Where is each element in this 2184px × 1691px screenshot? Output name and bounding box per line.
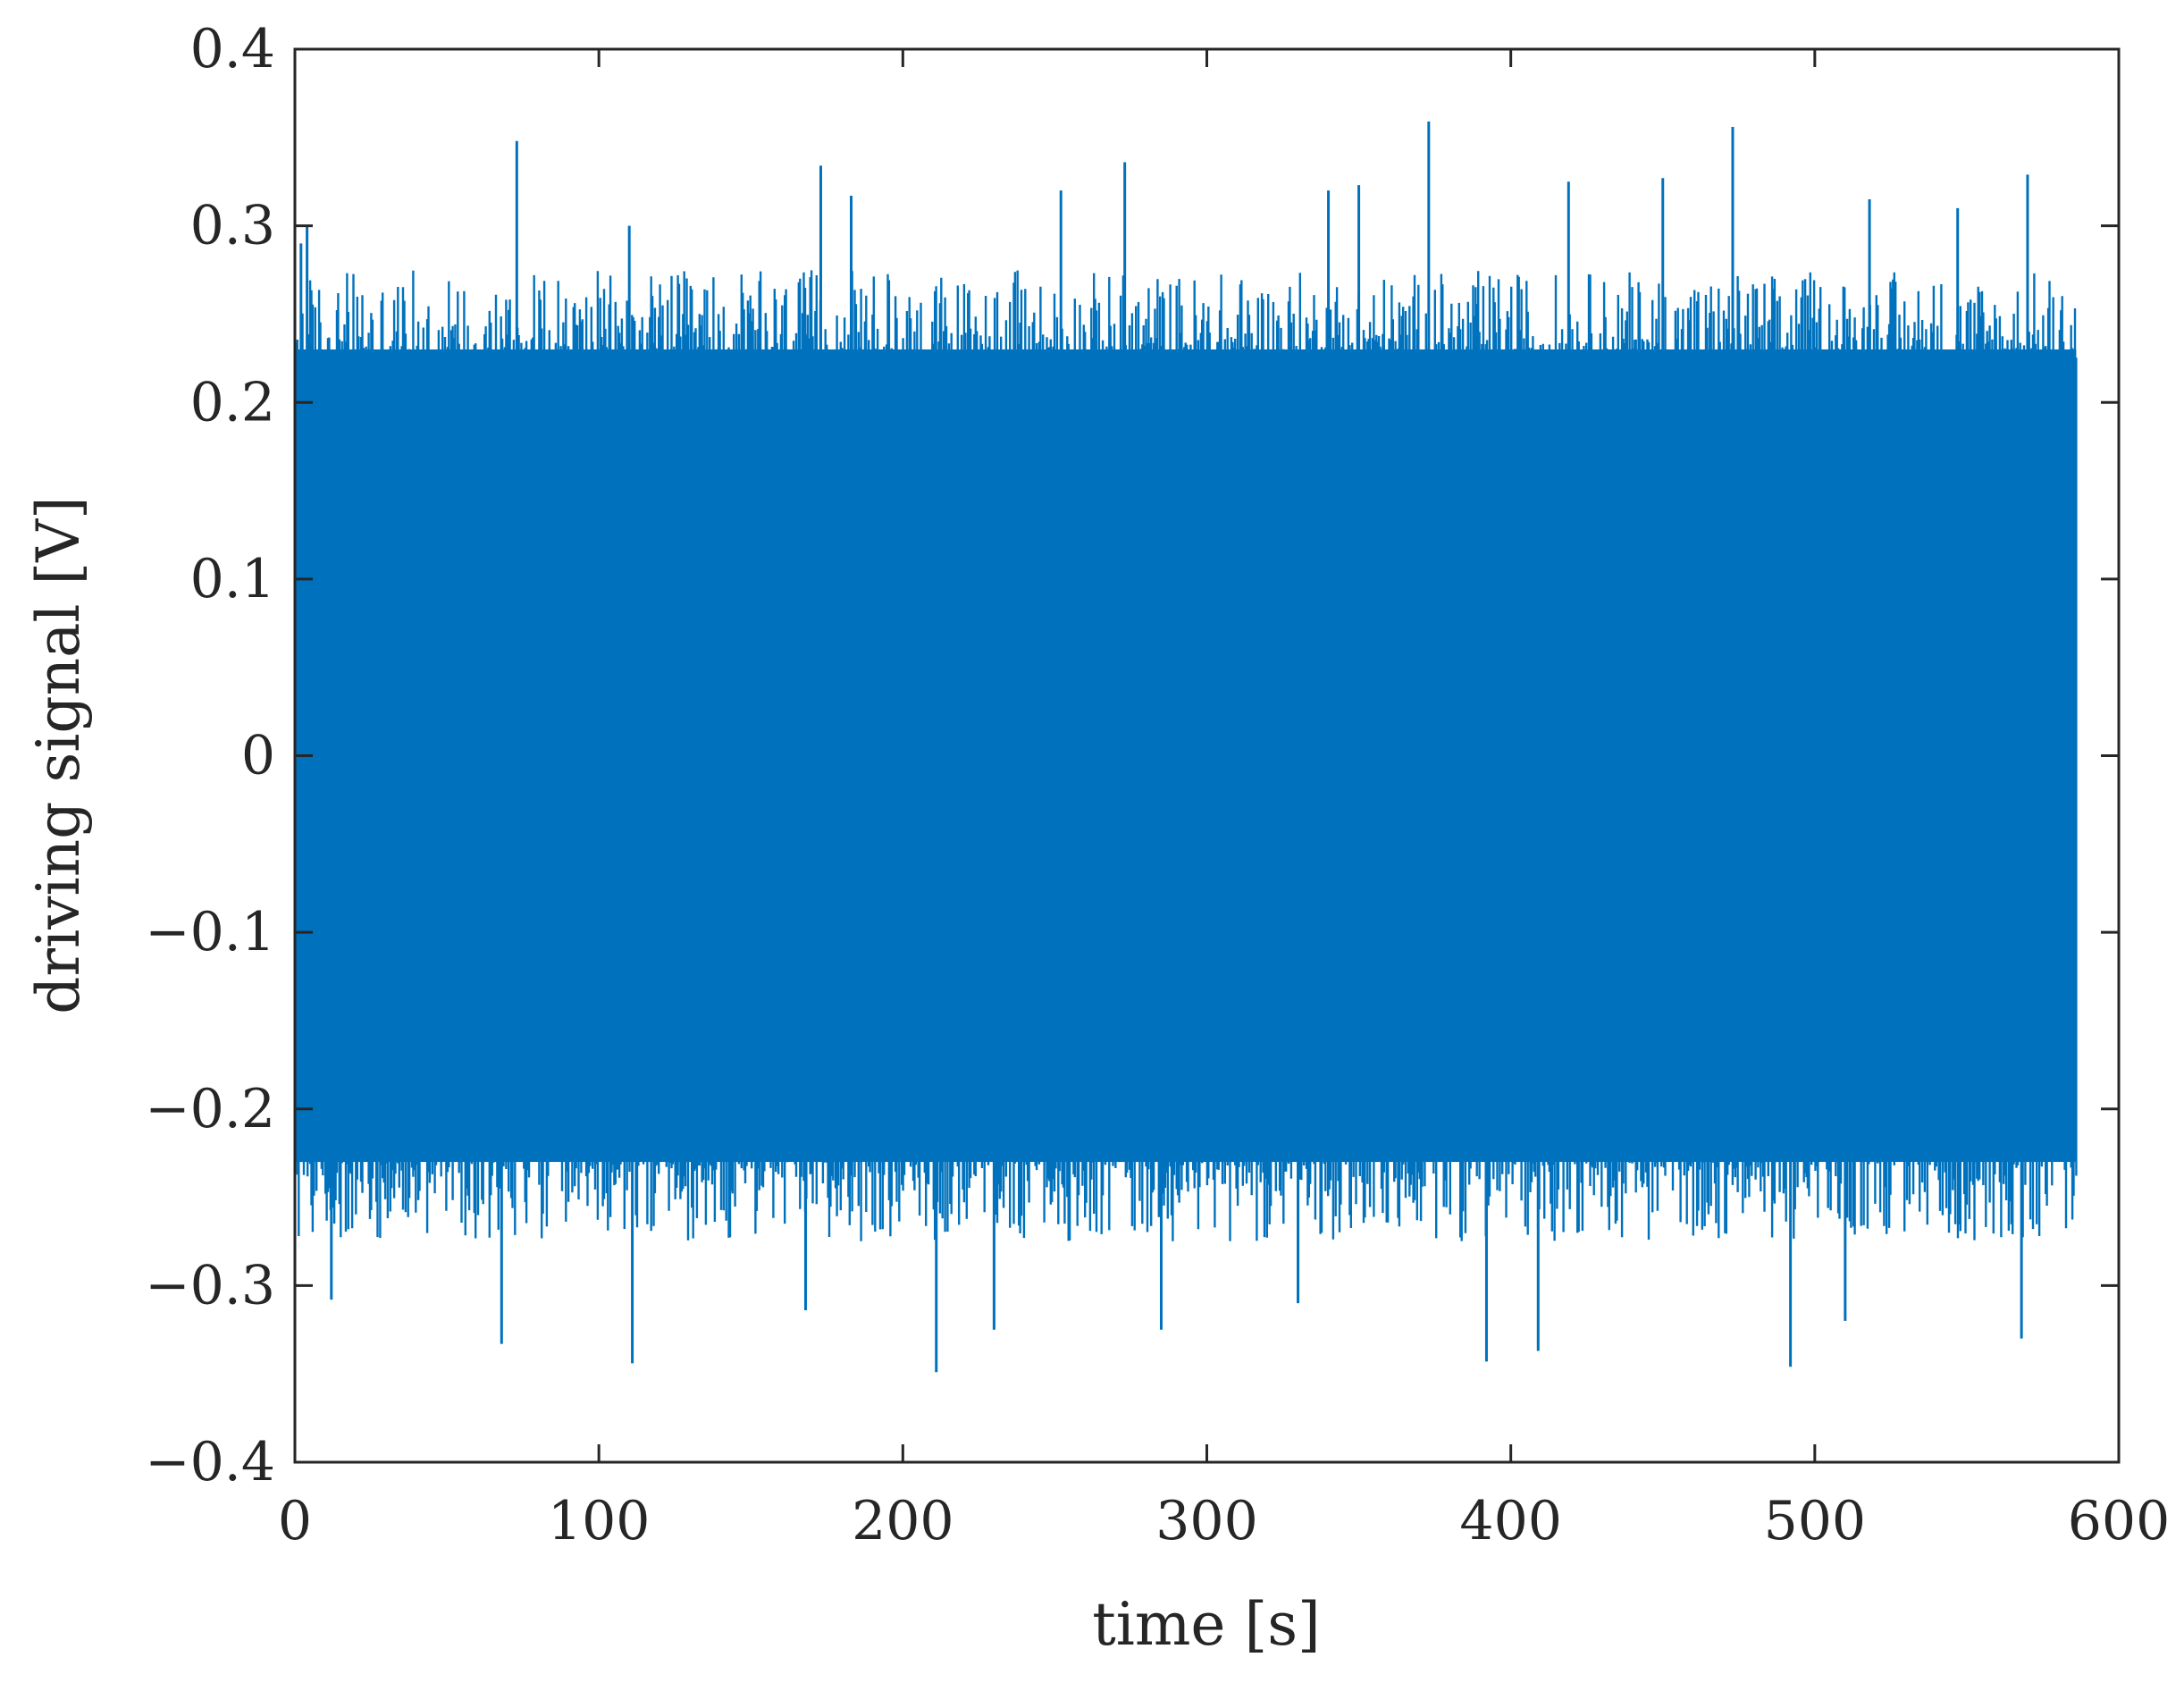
data-layer bbox=[293, 122, 2078, 1373]
y-tick-label: −0.2 bbox=[145, 1078, 275, 1140]
x-axis-label: time [s] bbox=[1092, 1590, 1321, 1659]
x-tick-label: 500 bbox=[1764, 1490, 1867, 1552]
y-tick-label: 0.2 bbox=[190, 371, 275, 433]
x-tick-label: 100 bbox=[548, 1490, 651, 1552]
x-tick-label: 200 bbox=[852, 1490, 954, 1552]
y-axis-label: driving signal [V] bbox=[24, 496, 93, 1014]
x-tick-label: 300 bbox=[1155, 1490, 1258, 1552]
y-tick-label: 0 bbox=[241, 725, 275, 787]
y-tick-label: 0.3 bbox=[190, 195, 275, 257]
y-tick-label: −0.4 bbox=[145, 1431, 275, 1493]
x-tick-label: 600 bbox=[2068, 1490, 2171, 1552]
y-tick-label: 0.1 bbox=[190, 548, 275, 610]
x-tick-label: 400 bbox=[1459, 1490, 1562, 1552]
x-tick-label: 0 bbox=[278, 1490, 312, 1552]
y-tick-label: −0.3 bbox=[145, 1254, 275, 1317]
y-tick-label: 0.4 bbox=[190, 18, 275, 80]
axes-layer: 0 100 200 300 400 500 600 −0.4 −0.3 −0.2 −0.1 0 0.1 0… bbox=[145, 18, 2170, 1552]
signal-series-line-0 bbox=[293, 270, 2078, 1241]
y-tick-label: −0.1 bbox=[145, 901, 275, 963]
